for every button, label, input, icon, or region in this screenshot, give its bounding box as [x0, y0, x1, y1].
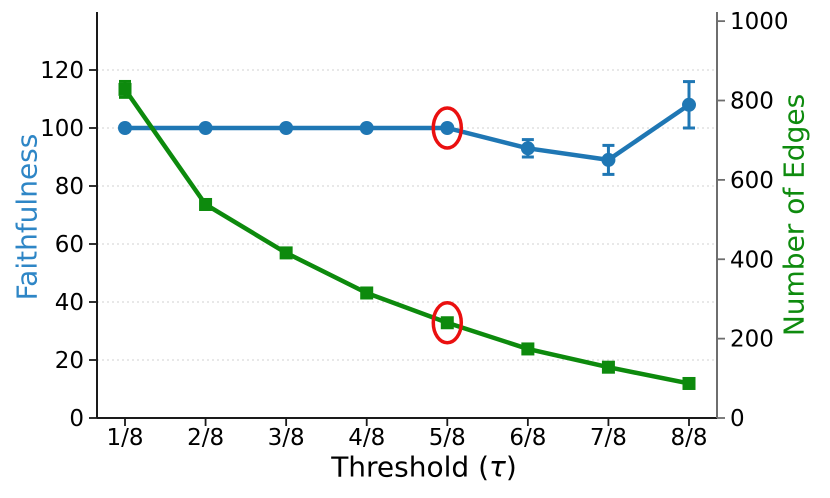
- left-axis-tick-label: 80: [55, 174, 84, 200]
- x-axis-title: Threshold (τ): [331, 451, 517, 484]
- right-axis-tick-label: 600: [730, 168, 774, 194]
- right-axis-tick-label: 800: [730, 89, 774, 115]
- number-of-edges-marker: [279, 246, 293, 260]
- x-axis-tick-label: 1/8: [106, 425, 143, 451]
- left-axis-tick-label: 20: [55, 348, 84, 374]
- left-axis-tick-label: 0: [69, 406, 84, 432]
- right-axis-tick-label: 0: [730, 406, 745, 432]
- right-axis-title: Number of Edges: [777, 93, 811, 337]
- tau-symbol: τ: [489, 450, 506, 484]
- x-axis-tick-label: 3/8: [268, 425, 305, 451]
- number-of-edges-marker: [118, 82, 132, 96]
- number-of-edges-marker: [682, 376, 696, 390]
- faithfulness-marker: [198, 121, 213, 135]
- x-axis-tick-label: 5/8: [429, 425, 466, 451]
- faithfulness-marker: [601, 152, 616, 167]
- number-of-edges-marker: [521, 342, 535, 356]
- left-axis-tick-label: 120: [40, 58, 84, 84]
- left-axis-tick-label: 60: [55, 232, 84, 258]
- number-of-edges-marker: [199, 197, 213, 211]
- faithfulness-marker: [682, 97, 696, 112]
- highlight-ellipse: [431, 106, 464, 150]
- faithfulness-marker: [440, 121, 455, 135]
- left-axis-tick-label: 40: [55, 290, 84, 316]
- x-axis-tick-label: 6/8: [509, 425, 546, 451]
- x-axis-tick-label: 2/8: [187, 425, 224, 451]
- number-of-edges-marker: [440, 316, 454, 330]
- left-axis-tick-label: 100: [40, 116, 84, 142]
- x-axis-tick-label: 4/8: [348, 425, 385, 451]
- number-of-edges-line: [122, 87, 692, 386]
- faithfulness-marker: [359, 121, 374, 135]
- right-axis-tick-label: 200: [730, 327, 774, 353]
- x-axis-title-suffix: ): [505, 450, 517, 484]
- highlight-ellipse: [431, 301, 464, 345]
- x-axis-title-prefix: Threshold (: [331, 450, 490, 484]
- left-axis-title: Faithfulness: [10, 133, 44, 301]
- x-axis-tick-label: 7/8: [590, 425, 627, 451]
- number-of-edges-marker: [601, 360, 615, 374]
- x-axis-tick-label: 8/8: [670, 425, 707, 451]
- right-axis-tick-label: 1000: [730, 9, 789, 35]
- faithfulness-line: [122, 102, 692, 163]
- faithfulness-marker: [279, 121, 294, 135]
- number-of-edges-marker: [360, 286, 374, 300]
- faithfulness-marker: [520, 141, 535, 156]
- right-axis-tick-label: 400: [730, 247, 774, 273]
- faithfulness-marker: [118, 121, 132, 135]
